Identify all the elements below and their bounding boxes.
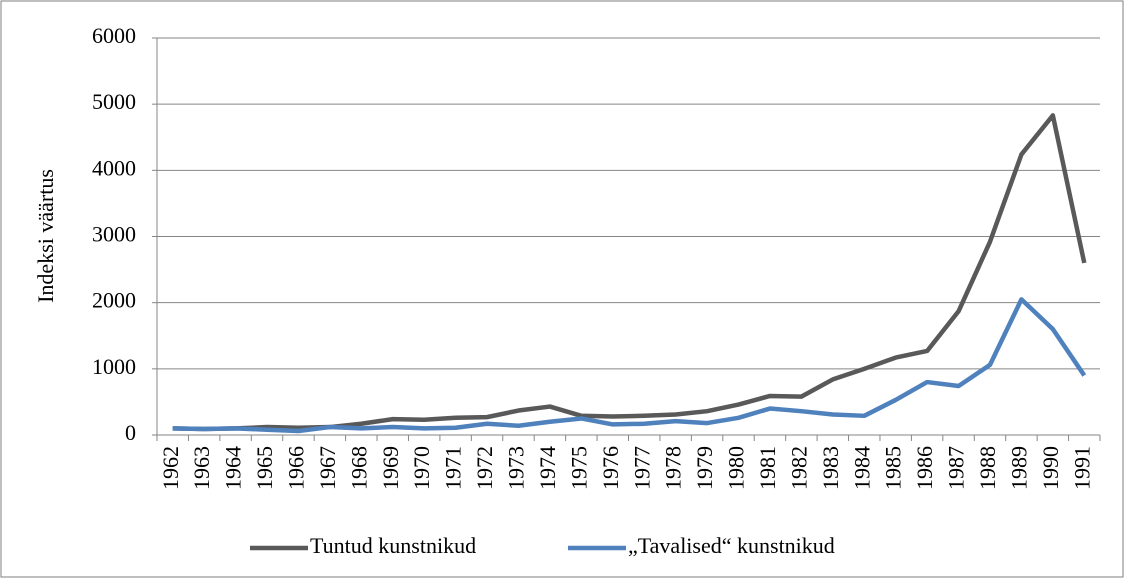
x-tick-label: 1973: [504, 446, 529, 490]
y-tick-label: 3000: [92, 222, 136, 247]
x-tick-label: 1978: [661, 446, 686, 490]
x-tick-label: 1964: [221, 446, 246, 490]
x-tick-label: 1988: [975, 446, 1000, 490]
x-tick-label: 1980: [724, 446, 749, 490]
x-tick-label: 1974: [535, 446, 560, 490]
y-tick-label: 5000: [92, 89, 136, 114]
x-tick-label: 1976: [598, 446, 623, 490]
line-series: [172, 297, 1087, 434]
x-tick-label: 1963: [189, 446, 214, 490]
y-tick-label: 2000: [92, 288, 136, 313]
x-tick-label: 1984: [849, 446, 874, 490]
x-tick-label: 1972: [472, 446, 497, 490]
x-tick-label: 1989: [1006, 446, 1031, 490]
x-tick-label: 1970: [409, 446, 434, 490]
x-tick-label: 1981: [755, 446, 780, 490]
x-tick-label: 1968: [346, 446, 371, 490]
x-tick-label: 1966: [283, 446, 308, 490]
y-tick-label: 6000: [92, 23, 136, 48]
x-tick-label: 1985: [881, 446, 906, 490]
x-tick-label: 1971: [441, 446, 466, 490]
x-tick-label: 1979: [692, 446, 717, 490]
x-tick-label: 1967: [315, 446, 340, 490]
x-tick-label: 1969: [378, 446, 403, 490]
x-tick-label: 1987: [944, 446, 969, 490]
x-tick-label: 1982: [786, 446, 811, 490]
legend-label: Tuntud kunstnikud: [310, 533, 476, 558]
y-axis-label: Indeksi väärtus: [33, 169, 58, 303]
y-tick-label: 4000: [92, 155, 136, 180]
line-series: [172, 113, 1087, 432]
x-tick-label: 1991: [1069, 446, 1094, 490]
x-tick-label: 1975: [566, 446, 591, 490]
x-tick-label: 1983: [818, 446, 843, 490]
y-tick-label: 0: [125, 420, 136, 445]
x-tick-label: 1962: [158, 446, 183, 490]
x-tick-label: 1965: [252, 446, 277, 490]
x-tick-label: 1990: [1038, 446, 1063, 490]
legend-label: „Tavalised“ kunstnikud: [628, 533, 835, 558]
x-tick-label: 1977: [629, 446, 654, 490]
y-tick-label: 1000: [92, 354, 136, 379]
x-tick-label: 1986: [912, 446, 937, 490]
